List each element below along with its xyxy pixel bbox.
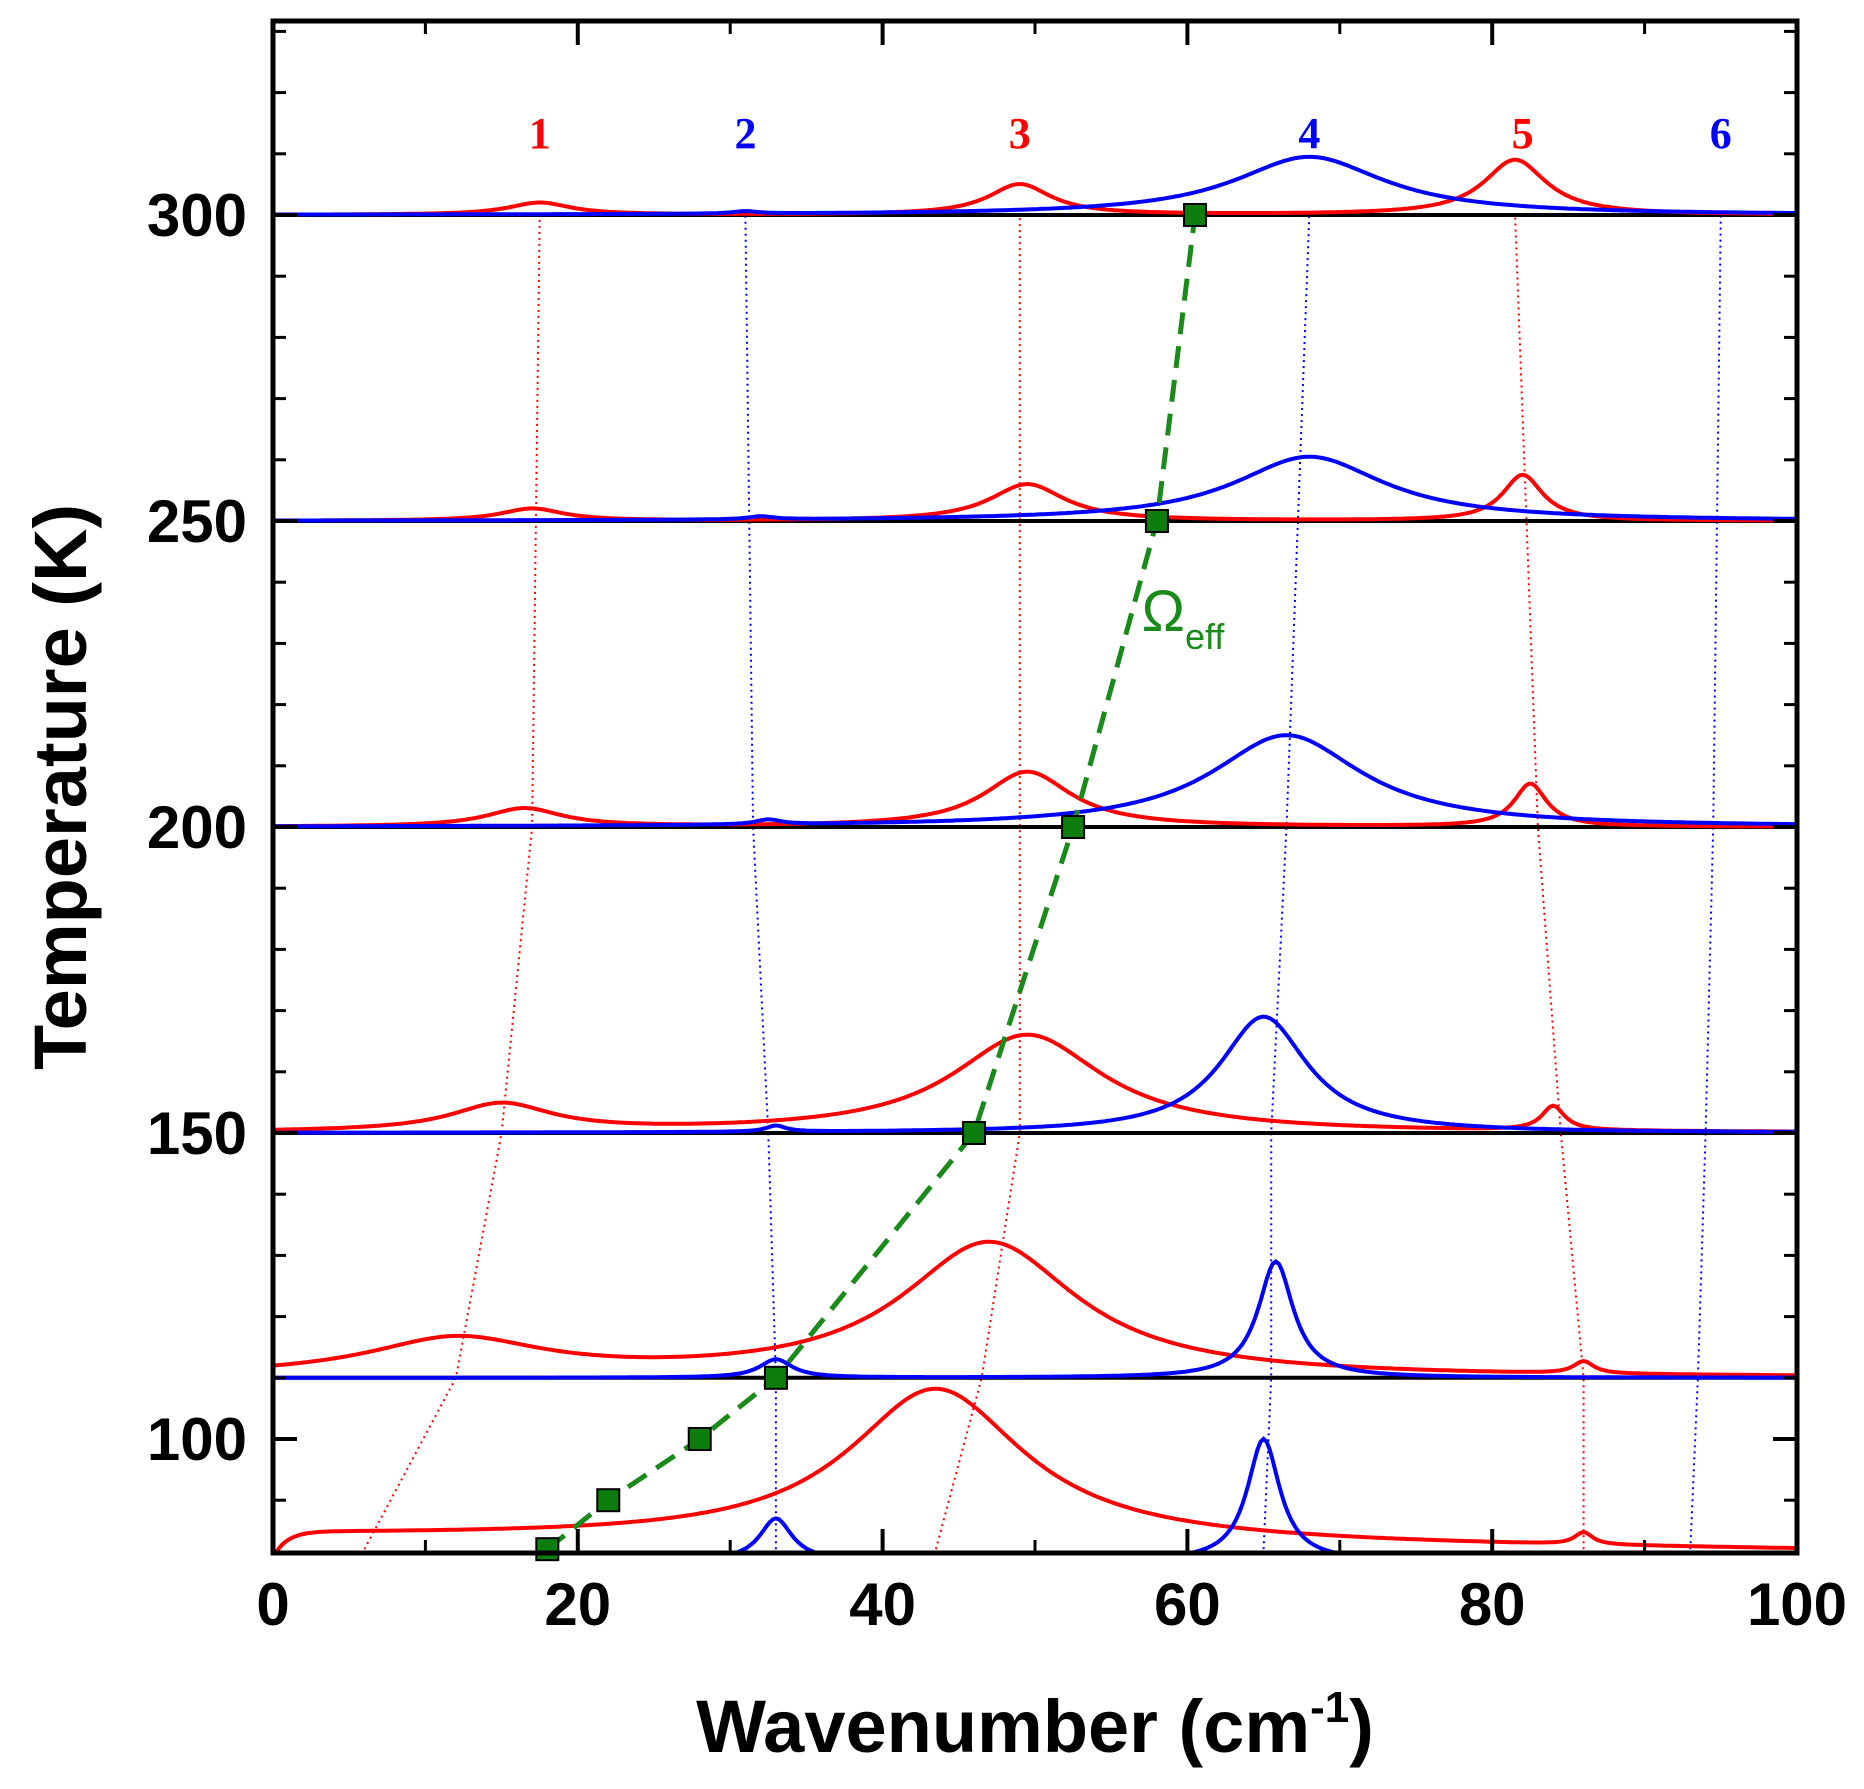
- omega-eff-marker: [535, 1537, 560, 1562]
- y-tick-label: 100: [147, 1406, 247, 1473]
- peak-label-1: 1: [529, 109, 551, 158]
- mode-trace-5: [1514, 214, 1585, 1550]
- x-tick-label: 100: [1747, 1571, 1847, 1638]
- peak-label-4: 4: [1298, 109, 1320, 158]
- mode-trace-1: [363, 214, 541, 1550]
- omega-eff-marker: [596, 1488, 621, 1513]
- omega-eff-marker: [962, 1121, 987, 1145]
- spectrum-150K-red: [273, 1032, 1797, 1134]
- spectrum-250K-blue: [273, 454, 1797, 523]
- omega-subscript: eff: [1185, 616, 1225, 657]
- x-tick-label: 0: [256, 1571, 289, 1638]
- spectrum-110K-blue: [273, 1258, 1797, 1380]
- x-tick-label: 20: [544, 1571, 611, 1638]
- spectrum-110K-red: [273, 1239, 1797, 1378]
- spectrum-baselines: [273, 213, 1797, 1380]
- peak-label-5: 5: [1512, 109, 1534, 158]
- peak-labels: 1 2 3 4 5 6: [529, 109, 1732, 158]
- spectrum-300K-blue: [273, 154, 1797, 217]
- peak-label-3: 3: [1009, 109, 1031, 158]
- omega-eff-marker: [763, 1365, 788, 1390]
- spectrum-200K-red: [273, 769, 1797, 829]
- omega-eff-line: [545, 214, 1198, 1552]
- x-axis-title-superscript: -1: [1310, 1683, 1349, 1732]
- y-tick-label: 200: [147, 794, 247, 861]
- mode-trace-3: [934, 215, 1021, 1550]
- peak-label-6: 6: [1710, 109, 1732, 158]
- mode-trace-6: [1689, 214, 1722, 1550]
- x-tick-label: 40: [849, 1571, 916, 1638]
- spectrum-80K-red: [273, 1386, 1797, 1553]
- spectrum-150K-blue: [273, 1014, 1797, 1135]
- omega-eff-marker: [1061, 815, 1086, 839]
- axis-ticks: 0 20 40 60 80 100 100 150 200 250 300: [147, 21, 1847, 1638]
- x-tick-label: 60: [1154, 1571, 1221, 1638]
- omega-symbol: Ω: [1142, 579, 1185, 644]
- omega-eff-label: Ωeff: [1142, 579, 1226, 657]
- y-tick-label: 150: [147, 1100, 247, 1167]
- mode-trace-4: [1262, 214, 1311, 1550]
- y-tick-label: 300: [147, 182, 247, 249]
- mode-trace-2: [744, 214, 777, 1550]
- omega-eff-marker: [1144, 509, 1169, 533]
- spectrum-250K-red: [273, 472, 1797, 523]
- omega-eff-marker: [1183, 203, 1208, 227]
- x-axis-title-close: ): [1349, 1685, 1374, 1768]
- mode-trace-lines: [363, 214, 1722, 1550]
- x-tick-label: 80: [1459, 1571, 1526, 1638]
- plot-border: [270, 18, 1800, 1556]
- peak-label-2: 2: [734, 109, 756, 158]
- x-axis-title: Wavenumber (cm-1): [696, 1683, 1374, 1768]
- y-axis-title: Temperature (K): [19, 504, 102, 1070]
- spectrum-200K-blue: [273, 733, 1797, 829]
- spectrum-300K-red: [273, 157, 1797, 217]
- x-axis-title-text: Wavenumber (cm: [696, 1685, 1310, 1768]
- y-tick-label: 250: [147, 488, 247, 555]
- plot-frame: [270, 18, 1800, 1556]
- omega-eff-marker: [687, 1427, 712, 1451]
- omega-eff-series: [535, 203, 1208, 1562]
- spectrum-curves: [273, 154, 1797, 1553]
